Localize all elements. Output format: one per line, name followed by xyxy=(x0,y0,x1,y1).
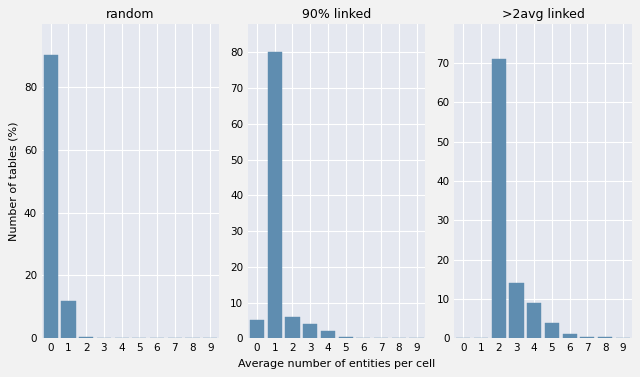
Bar xyxy=(44,55,58,338)
Y-axis label: Number of tables (%): Number of tables (%) xyxy=(8,121,19,241)
Title: 90% linked: 90% linked xyxy=(302,8,371,21)
Bar xyxy=(268,52,282,338)
Bar xyxy=(303,324,317,338)
Bar xyxy=(79,337,93,338)
Bar xyxy=(374,337,388,338)
Bar xyxy=(563,334,577,338)
Bar xyxy=(545,323,559,338)
Bar xyxy=(580,337,595,338)
Bar xyxy=(61,300,76,338)
Bar xyxy=(250,320,264,338)
Bar xyxy=(285,317,300,338)
Bar xyxy=(509,283,524,338)
Title: >2avg linked: >2avg linked xyxy=(502,8,584,21)
Title: random: random xyxy=(106,8,155,21)
Bar xyxy=(527,303,541,338)
Bar xyxy=(598,337,612,338)
X-axis label: Average number of entities per cell: Average number of entities per cell xyxy=(238,359,435,369)
Bar xyxy=(492,59,506,338)
Bar xyxy=(339,337,353,338)
Bar xyxy=(321,331,335,338)
